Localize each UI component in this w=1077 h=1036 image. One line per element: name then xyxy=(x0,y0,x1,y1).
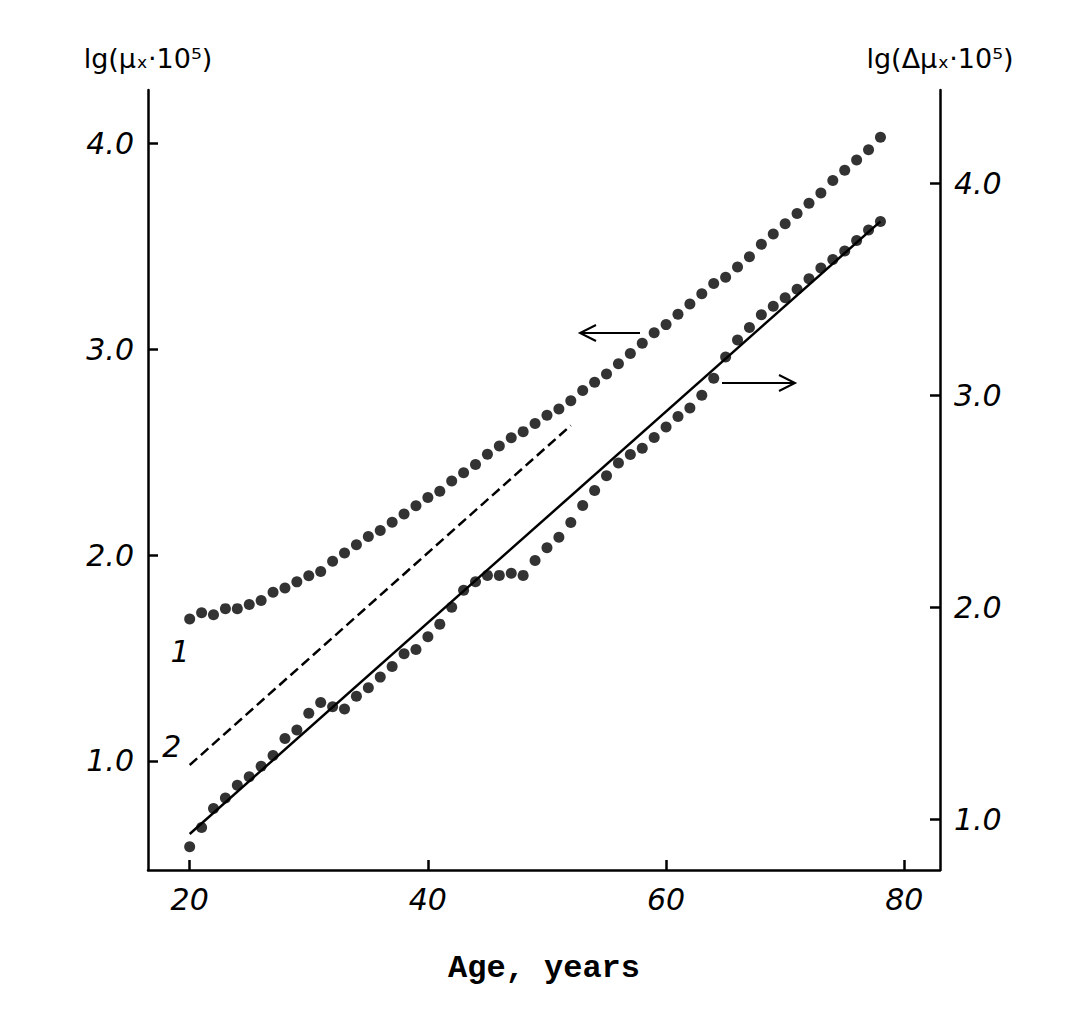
svg-text:lg(Δμₓ·10⁵): lg(Δμₓ·10⁵) xyxy=(866,43,1013,74)
svg-text:1.0: 1.0 xyxy=(86,743,134,778)
svg-text:3.0: 3.0 xyxy=(954,378,1002,413)
svg-text:4.0: 4.0 xyxy=(86,126,134,161)
svg-text:4.0: 4.0 xyxy=(954,166,1002,201)
svg-text:40: 40 xyxy=(409,882,447,917)
svg-text:2.0: 2.0 xyxy=(86,538,134,573)
svg-text:3.0: 3.0 xyxy=(86,332,134,367)
svg-text:80: 80 xyxy=(885,882,923,917)
svg-text:2.0: 2.0 xyxy=(954,590,1002,625)
svg-text:20: 20 xyxy=(171,882,209,917)
svg-text:1: 1 xyxy=(171,634,190,669)
svg-text:lg(μₓ·10⁵): lg(μₓ·10⁵) xyxy=(84,43,213,74)
svg-text:Age, years: Age, years xyxy=(448,950,640,987)
svg-text:60: 60 xyxy=(647,882,685,917)
svg-text:1.0: 1.0 xyxy=(954,802,1002,837)
svg-text:2: 2 xyxy=(162,729,181,764)
